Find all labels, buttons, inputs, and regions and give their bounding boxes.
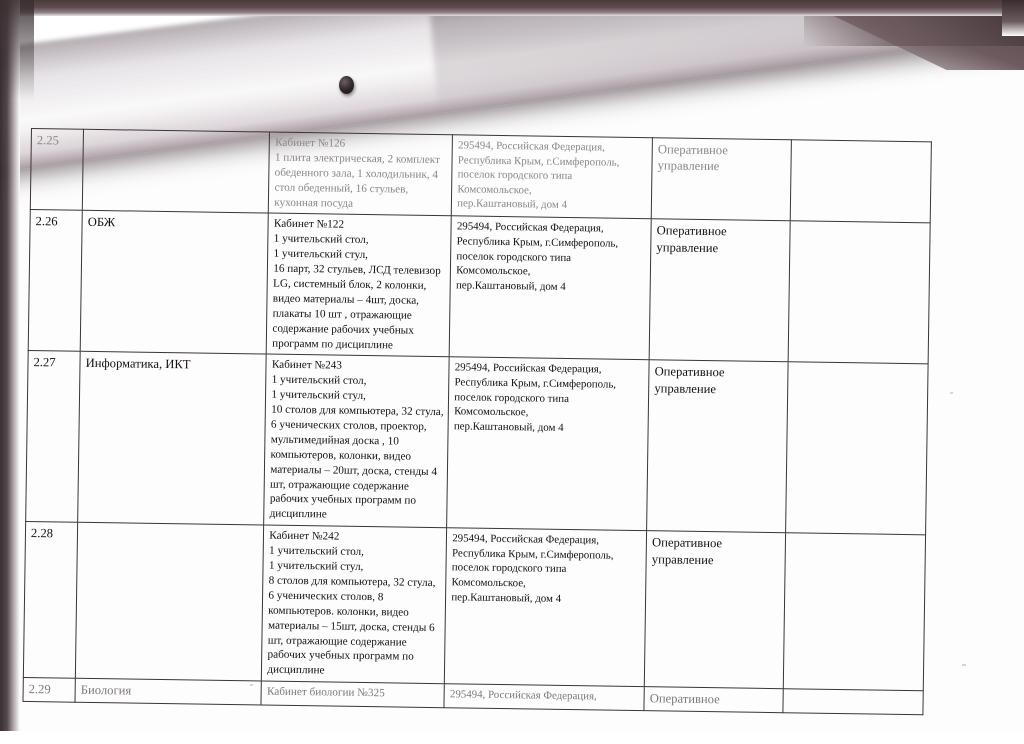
cell-right-type: Оперативное управление <box>646 360 789 534</box>
cell-equipment: Кабинет №243 1 учительский стол, 1 учитель… <box>263 354 450 528</box>
cell-extra <box>783 533 926 691</box>
cell-subject <box>82 129 270 214</box>
equipment-text: Кабинет №122 1 учительский стол, 1 учитель… <box>272 218 441 351</box>
address-text: 295494, Российская Федерация, Республика … <box>455 220 619 293</box>
cell-subject: Биология <box>75 678 262 705</box>
cell-equipment: Кабинет №126 1 плита электрическая, 2 ком… <box>268 132 453 217</box>
cell-extra <box>790 139 932 224</box>
address-text: 295494, Российская Федерация, <box>449 688 597 703</box>
cell-equipment: Кабинет №242 1 учительский стол, 1 учитель… <box>261 525 447 684</box>
cell-right-type: Оперативное управление <box>649 219 791 363</box>
scanner-lid-left-fade <box>0 0 34 100</box>
paper-speck <box>950 392 953 394</box>
cell-row-number: 2.27 <box>25 350 81 523</box>
cell-extra <box>785 362 929 536</box>
page-bottom-cut <box>0 731 1024 744</box>
cell-subject: ОБЖ <box>80 210 269 355</box>
equipment-text: Кабинет №126 1 плита электрическая, 2 ком… <box>274 136 441 210</box>
paper-speck <box>962 664 966 666</box>
address-text: 295494, Российская Федерация, Республика … <box>457 139 620 212</box>
cell-row-number: 2.25 <box>30 128 84 211</box>
cell-subject <box>75 522 264 682</box>
equipment-text: Кабинет №243 1 учительский стол, 1 учитель… <box>269 359 444 521</box>
cell-row-number: 2.29 <box>22 677 76 702</box>
cell-right-type: Оперативное <box>644 686 784 713</box>
cell-extra <box>782 688 924 715</box>
table-row: 2.28 Кабинет №242 1 учительский стол, 1 уч… <box>23 521 926 691</box>
binder-clip-dot-icon <box>339 76 354 94</box>
cell-address: 295494, Российская Федерация, Республика … <box>444 527 647 687</box>
cell-row-number: 2.28 <box>23 521 78 679</box>
cell-right-type: Оперативное управление <box>644 530 786 689</box>
paper-speck <box>250 684 253 686</box>
inventory-table: 2.25 Кабинет №126 1 плита электрическая, … <box>22 128 932 715</box>
scanner-lid-top-strip <box>0 0 1024 16</box>
cell-address: 295494, Российская Федерация, Республика … <box>449 216 652 361</box>
table-row: 2.26 ОБЖ Кабинет №122 1 учительский стол,… <box>28 209 931 365</box>
cell-subject: Информатика, ИКТ <box>77 351 267 526</box>
address-text: 295494, Российская Федерация, Республика … <box>453 361 617 434</box>
cell-equipment: Кабинет №122 1 учительский стол, 1 учитель… <box>266 213 452 358</box>
scanner-lid-left-strip <box>0 0 20 744</box>
table-row: 2.25 Кабинет №126 1 плита электрическая, … <box>30 128 932 224</box>
cell-row-number: 2.26 <box>28 209 83 352</box>
cell-equipment: Кабинет биологии №325 <box>261 681 445 708</box>
cell-extra <box>788 221 931 365</box>
equipment-text: Кабинет №242 1 учительский стол, 1 учитель… <box>267 529 436 677</box>
address-text: 295494, Российская Федерация, Республика … <box>451 532 614 605</box>
cell-right-type: Оперативное управление <box>651 137 792 222</box>
table-row: 2.27 Информатика, ИКТ Кабинет №243 1 учит… <box>25 350 929 536</box>
cell-address: 295494, Российская Федерация, <box>444 683 645 711</box>
cell-address: 295494, Российская Федерация, Республика … <box>446 357 650 531</box>
table-body: 2.25 Кабинет №126 1 плита электрическая, … <box>22 128 932 715</box>
equipment-text: Кабинет биологии №325 <box>266 685 385 700</box>
cell-address: 295494, Российская Федерация, Республика … <box>451 134 653 220</box>
scanner-lid-right-strip <box>1002 0 1024 36</box>
